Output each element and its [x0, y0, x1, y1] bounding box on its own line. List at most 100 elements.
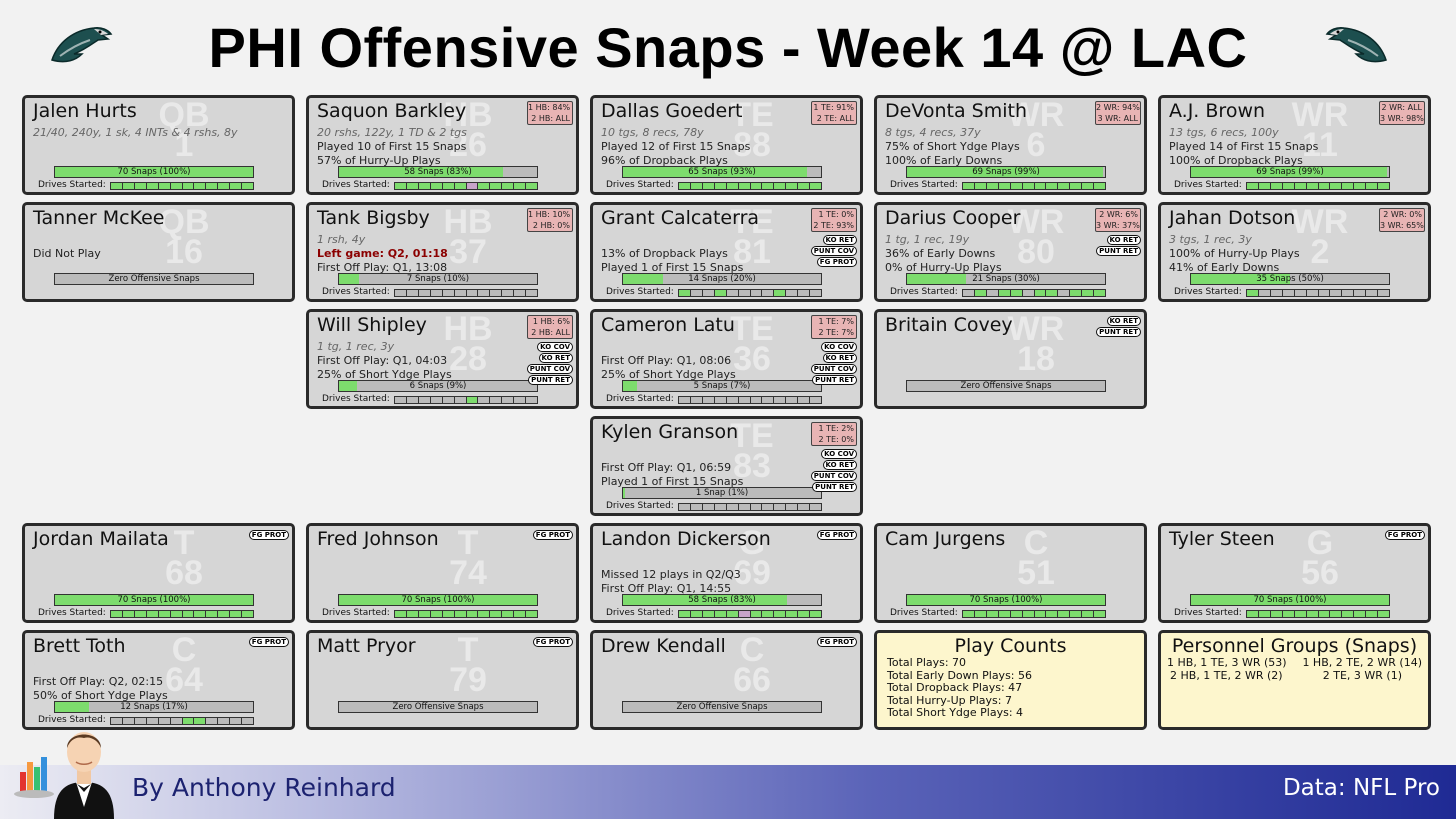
player-name: Jalen Hurts	[33, 100, 137, 122]
drive-cell	[122, 183, 135, 189]
special-teams-tags: FG PROT	[532, 637, 573, 647]
personnel-share-badge: 1 TE: 2% 2 TE: 0%	[811, 422, 857, 446]
player-stat-line: 57% of Hurry-Up Plays	[317, 154, 441, 167]
jersey-number-watermark: 16	[165, 233, 203, 271]
drive-cell	[726, 183, 739, 189]
drive-cell	[1247, 290, 1259, 296]
special-teams-tag: KO COV	[821, 342, 857, 352]
drive-cell	[242, 718, 254, 724]
byline: By Anthony Reinhard	[132, 773, 396, 802]
data-source: Data: NFL Pro	[1282, 775, 1440, 801]
player-card-brown: WR 11 A.J. Brown 13 tgs, 6 recs, 100y Played…	[1158, 95, 1431, 195]
special-teams-tag: FG PROT	[248, 530, 289, 540]
player-stat-line: 21/40, 240y, 1 sk, 4 INTs & 4 rshs, 8y	[33, 126, 238, 139]
drive-cell	[762, 290, 775, 296]
drive-cell	[690, 397, 703, 403]
drive-cell	[1058, 290, 1071, 296]
snap-count-text: Zero Offensive Snaps	[392, 702, 484, 712]
drive-cell	[798, 611, 811, 617]
drives-started-label: Drives Started:	[606, 287, 674, 297]
drive-cell	[1330, 290, 1343, 296]
play-count-line: Total Early Down Plays: 56	[887, 668, 1032, 682]
drive-cell	[774, 290, 787, 296]
player-name: Tanner McKee	[33, 207, 165, 229]
snap-bar-fill	[623, 595, 788, 605]
drive-cell	[998, 183, 1011, 189]
play-count-line: Total Hurry-Up Plays: 7	[887, 693, 1012, 707]
drive-cell	[502, 611, 515, 617]
snap-bar: 35 Snaps (50%)	[1190, 273, 1390, 285]
player-card-granson: TE 83 Kylen Granson First Off Play: Q1, 06:…	[590, 416, 863, 516]
position-watermark: C	[1023, 524, 1049, 562]
player-name: Will Shipley	[317, 314, 427, 336]
snap-bar-fill	[907, 167, 1104, 177]
player-stat-line: 100% of Hurry-Up Plays	[1169, 247, 1300, 260]
personnel-group-item: 2 HB, 1 TE, 2 WR (2)	[1170, 668, 1283, 682]
drive-cell	[1022, 290, 1035, 296]
drive-cell	[1034, 183, 1047, 189]
personnel-share-badge: 1 TE: 0% 2 TE: 93%	[811, 208, 857, 232]
player-stat-line: Did Not Play	[33, 247, 101, 260]
drive-cell	[146, 718, 159, 724]
personnel-share-badge: 1 HB: 84% 2 HB: ALL	[527, 101, 573, 125]
drive-cell	[798, 183, 811, 189]
drive-cell	[1258, 183, 1271, 189]
drive-cell	[810, 290, 822, 296]
snap-bar-fill	[55, 702, 89, 712]
drive-cell	[1094, 611, 1106, 617]
player-card-shipley: HB 28 Will Shipley 1 tg, 1 rec, 3y First Off…	[306, 309, 579, 409]
drive-cell	[1034, 611, 1047, 617]
special-teams-tag: KO COV	[821, 449, 857, 459]
player-stat-line: Left game: Q2, 01:18	[317, 247, 448, 260]
special-teams-tag: PUNT RET	[528, 375, 573, 385]
player-stat-line: 25% of Short Ydge Plays	[317, 368, 452, 381]
drive-cell	[986, 183, 999, 189]
special-teams-tags: KO RET PUNT RET	[1096, 316, 1141, 337]
snap-bar: Zero Offensive Snaps	[622, 701, 822, 713]
personnel-share-line: 1 HB: 6%	[532, 317, 570, 326]
drive-cell	[1354, 290, 1367, 296]
drive-cell	[406, 397, 419, 403]
drive-cell	[1306, 183, 1319, 189]
position-number-watermark: T 79	[428, 633, 508, 697]
snap-bar: 70 Snaps (100%)	[54, 166, 254, 178]
special-teams-tag: PUNT RET	[812, 482, 857, 492]
drive-cell	[963, 611, 975, 617]
player-card-jurgens: C 51 Cam Jurgens 70 Snaps (100%) Drives Star…	[874, 523, 1147, 623]
drives-started-label: Drives Started:	[1174, 180, 1242, 190]
drive-cell	[182, 718, 195, 724]
page-title: PHI Offensive Snaps - Week 14 @ LAC	[208, 16, 1248, 79]
drive-cell	[526, 183, 538, 189]
drive-cell	[1378, 611, 1390, 617]
position-number-watermark: C 51	[996, 524, 1076, 590]
drive-cell	[702, 611, 715, 617]
snap-count-text: 14 Snaps (20%)	[688, 274, 756, 284]
drive-cell	[1318, 611, 1331, 617]
drive-cell	[218, 611, 231, 617]
player-name: A.J. Brown	[1169, 100, 1266, 122]
drive-cell	[1378, 290, 1390, 296]
player-stat-line: 20 rshs, 122y, 1 TD & 2 tgs	[317, 126, 467, 139]
drives-started-strip	[678, 503, 822, 511]
special-teams-tag: KO COV	[537, 342, 573, 352]
player-stat-line: Played 12 of First 15 Snaps	[601, 140, 751, 153]
player-name: Brett Toth	[33, 635, 126, 657]
drive-cell	[1046, 183, 1059, 189]
drive-cell	[762, 611, 775, 617]
personnel-share-line: 3 WR: 65%	[1380, 221, 1424, 230]
drive-cell	[1258, 290, 1271, 296]
drive-cell	[679, 611, 691, 617]
drive-cell	[158, 718, 171, 724]
drive-cell	[395, 183, 407, 189]
drive-cell	[1330, 611, 1343, 617]
player-card-hurts: QB 1 Jalen Hurts 21/40, 240y, 1 sk, 4 INTs …	[22, 95, 295, 195]
player-card-kendall: C 66 Drew Kendall Zero Offensive Snaps FG PR…	[590, 630, 863, 730]
drive-cell	[502, 290, 515, 296]
snap-count-text: 6 Snaps (9%)	[409, 381, 467, 391]
drive-cell	[1270, 290, 1283, 296]
special-teams-tag: KO RET	[538, 353, 573, 363]
snap-bar-fill	[339, 381, 357, 391]
player-stat-line: 1 tg, 1 rec, 19y	[885, 233, 970, 246]
player-name: Drew Kendall	[601, 635, 726, 657]
snap-bar-fill	[623, 488, 625, 498]
